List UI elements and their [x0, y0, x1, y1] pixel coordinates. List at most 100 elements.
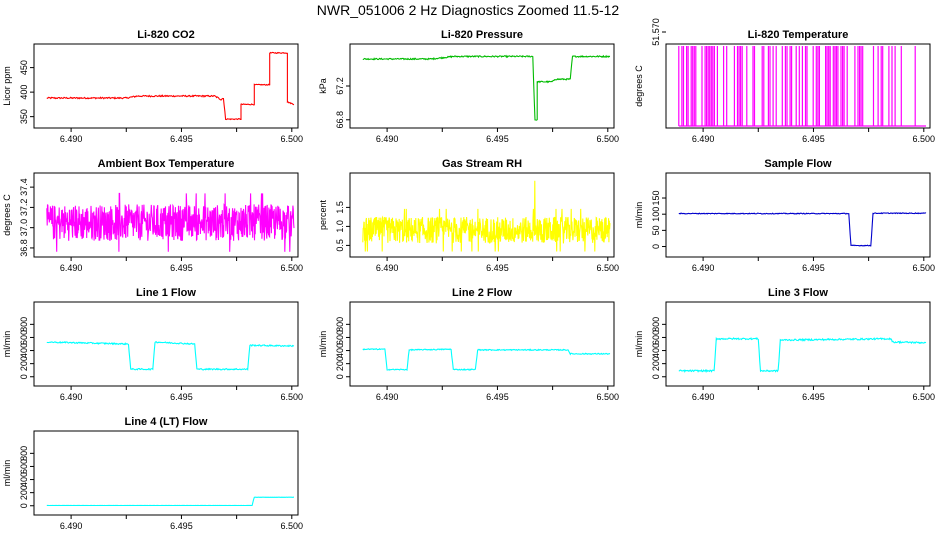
y-tick-label: 450 [19, 60, 29, 75]
y-tick-label: 400 [651, 343, 661, 358]
y-axis-label: kPa [318, 78, 328, 94]
x-tick-label: 6.495 [170, 134, 193, 144]
y-tick-label: 200 [335, 356, 345, 371]
panel-10: Line 4 (LT) Flow 6.490 6.495 6.500 0 20040060… [2, 416, 303, 531]
y-axis-label: ml/min [2, 331, 12, 358]
x-tick-label: 6.500 [597, 134, 620, 144]
x-tick-label: 6.495 [802, 263, 825, 273]
y-tick-label: 400 [19, 85, 29, 100]
y-tick-label: 67.2 [335, 77, 345, 95]
x-tick-label: 6.495 [486, 392, 509, 402]
y-tick-label: 51.570 [651, 18, 661, 46]
x-tick-label: 6.495 [802, 392, 825, 402]
x-tick-label: 6.490 [692, 134, 715, 144]
y-tick-label: 200 [19, 356, 29, 371]
y-tick-label: 800 [19, 317, 29, 332]
panel-title: Li-820 Temperature [748, 29, 849, 41]
data-series [46, 340, 295, 372]
y-axis-label: ml/min [318, 331, 328, 358]
x-tick-label: 6.495 [170, 392, 193, 402]
x-tick-label: 6.500 [913, 134, 936, 144]
y-tick-label: 400 [19, 472, 29, 487]
data-series [678, 336, 927, 373]
panel-2: Li-820 Pressure 6.490 6.495 6.500 66.8 67.2 kP… [318, 29, 619, 144]
y-axis-label: ml/min [634, 331, 644, 358]
y-tick-label: 0.5 [335, 239, 345, 252]
y-tick-label: 800 [335, 317, 345, 332]
plot-frame [33, 430, 299, 516]
y-tick-label: 600 [335, 330, 345, 345]
y-tick-label: 37.2 [19, 199, 29, 217]
y-tick-label: 600 [19, 459, 29, 474]
panel-title: Line 2 Flow [452, 287, 512, 299]
y-tick-label: 800 [19, 446, 29, 461]
plot-frame [349, 301, 615, 387]
y-tick-label: 1.0 [335, 220, 345, 233]
data-series [362, 180, 611, 252]
y-tick-label: 200 [19, 485, 29, 500]
y-tick-label: 100 [651, 207, 661, 222]
y-tick-label: 600 [19, 330, 29, 345]
y-tick-label: 0 [651, 374, 661, 379]
panel-title: Line 3 Flow [768, 287, 828, 299]
x-tick-label: 6.490 [692, 392, 715, 402]
y-tick-label: 200 [651, 356, 661, 371]
y-axis-label: degrees C [634, 65, 644, 107]
x-tick-label: 6.500 [913, 392, 936, 402]
panel-title: Ambient Box Temperature [98, 158, 235, 170]
y-tick-label: 66.8 [335, 111, 345, 129]
data-series [362, 348, 611, 371]
panel-3: Li-820 Temperature6.4906.4956.50051.5705… [634, 18, 936, 144]
y-tick-label: 0 [651, 244, 661, 249]
x-tick-label: 6.500 [597, 392, 620, 402]
plot-frame [349, 172, 615, 258]
y-tick-label: 1.5 [335, 201, 345, 214]
x-tick-label: 6.500 [281, 134, 304, 144]
panel-title: Gas Stream RH [442, 158, 522, 170]
x-tick-label: 6.490 [60, 263, 83, 273]
y-tick-label: 800 [651, 317, 661, 332]
y-axis-label: Licor ppm [2, 66, 12, 106]
y-axis-label: percent [318, 199, 328, 230]
y-tick-label: 150 [651, 191, 661, 206]
y-tick-label: 400 [19, 343, 29, 358]
y-tick-label: 37.0 [19, 219, 29, 237]
x-tick-label: 6.500 [281, 521, 304, 531]
x-tick-label: 6.495 [486, 134, 509, 144]
x-tick-label: 6.495 [170, 263, 193, 273]
x-tick-label: 6.490 [60, 392, 83, 402]
x-tick-label: 6.490 [376, 263, 399, 273]
x-tick-label: 6.500 [281, 392, 304, 402]
x-tick-label: 6.490 [692, 263, 715, 273]
panel-4: Ambient Box Temperature 6.490 6.495 6.500 36… [2, 158, 303, 273]
data-series [46, 94, 224, 101]
plot-frame [665, 301, 931, 387]
x-tick-label: 6.500 [913, 263, 936, 273]
plot-frame [665, 43, 931, 129]
page-title: NWR_051006 2 Hz Diagnostics Zoomed 11.5-… [316, 2, 620, 18]
plot-frame [33, 172, 299, 258]
x-tick-label: 6.500 [281, 263, 304, 273]
y-axis-label: ml/min [2, 460, 12, 487]
y-tick-label: 400 [335, 343, 345, 358]
y-tick-label: 36.8 [19, 239, 29, 257]
x-tick-label: 6.500 [597, 263, 620, 273]
x-tick-label: 6.490 [60, 521, 83, 531]
data-series [222, 51, 295, 121]
panel-title: Line 1 Flow [136, 287, 196, 299]
data-series [46, 496, 294, 507]
y-tick-label: 0 [19, 503, 29, 508]
x-tick-label: 6.495 [802, 134, 825, 144]
panel-title: Li-820 Pressure [441, 29, 523, 41]
y-axis-label: degrees C [2, 194, 12, 236]
y-tick-label: 600 [651, 330, 661, 345]
x-tick-label: 6.495 [486, 263, 509, 273]
plot-frame [33, 43, 299, 129]
panel-title: Sample Flow [764, 158, 832, 170]
y-axis-label: ml/min [634, 202, 644, 229]
panel-title: Li-820 CO2 [137, 29, 194, 41]
y-tick-label: 37.4 [19, 178, 29, 196]
